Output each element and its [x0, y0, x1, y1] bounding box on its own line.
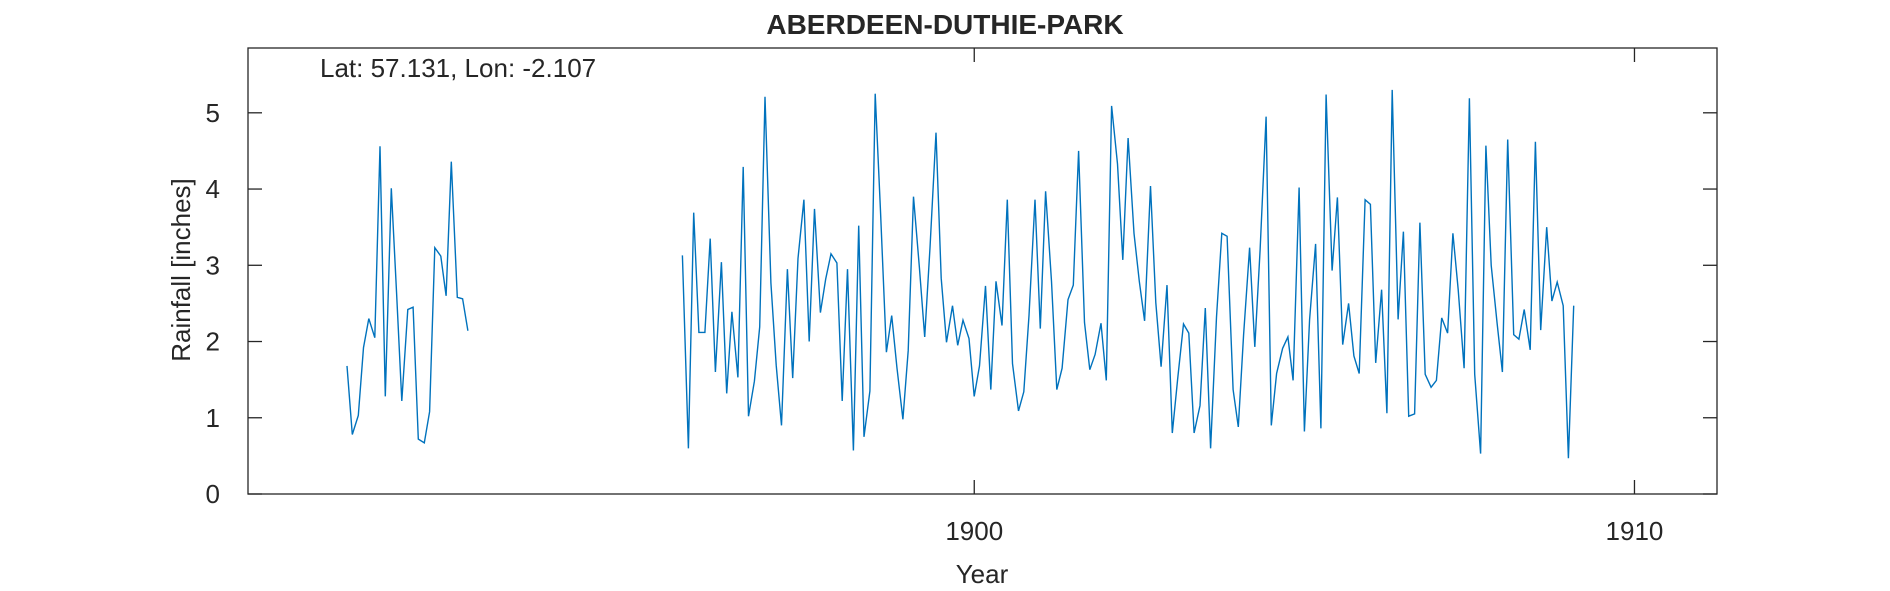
y-tick-label: 2: [206, 327, 220, 357]
x-tick-label: 1910: [1606, 516, 1664, 546]
plot-frame: [247, 47, 1718, 495]
x-axis-label: Year: [956, 559, 1009, 589]
y-tick-label: 1: [206, 403, 220, 433]
y-tick-label: 5: [206, 98, 220, 128]
x-tick-label: 1900: [945, 516, 1003, 546]
y-tick-label: 3: [206, 250, 220, 280]
y-tick-label: 4: [206, 174, 220, 204]
coordinate-annotation: Lat: 57.131, Lon: -2.107: [320, 53, 596, 83]
chart-title: ABERDEEN-DUTHIE-PARK: [766, 9, 1123, 40]
plot-axes: [247, 47, 1718, 495]
y-axis-label: Rainfall [inches]: [166, 178, 196, 362]
series-line: [346, 89, 1575, 459]
y-tick-label: 0: [206, 479, 220, 509]
series-group: [346, 89, 1575, 459]
axis-ticks: 0 1 2 3 4 5 1900 1910: [206, 48, 1717, 546]
